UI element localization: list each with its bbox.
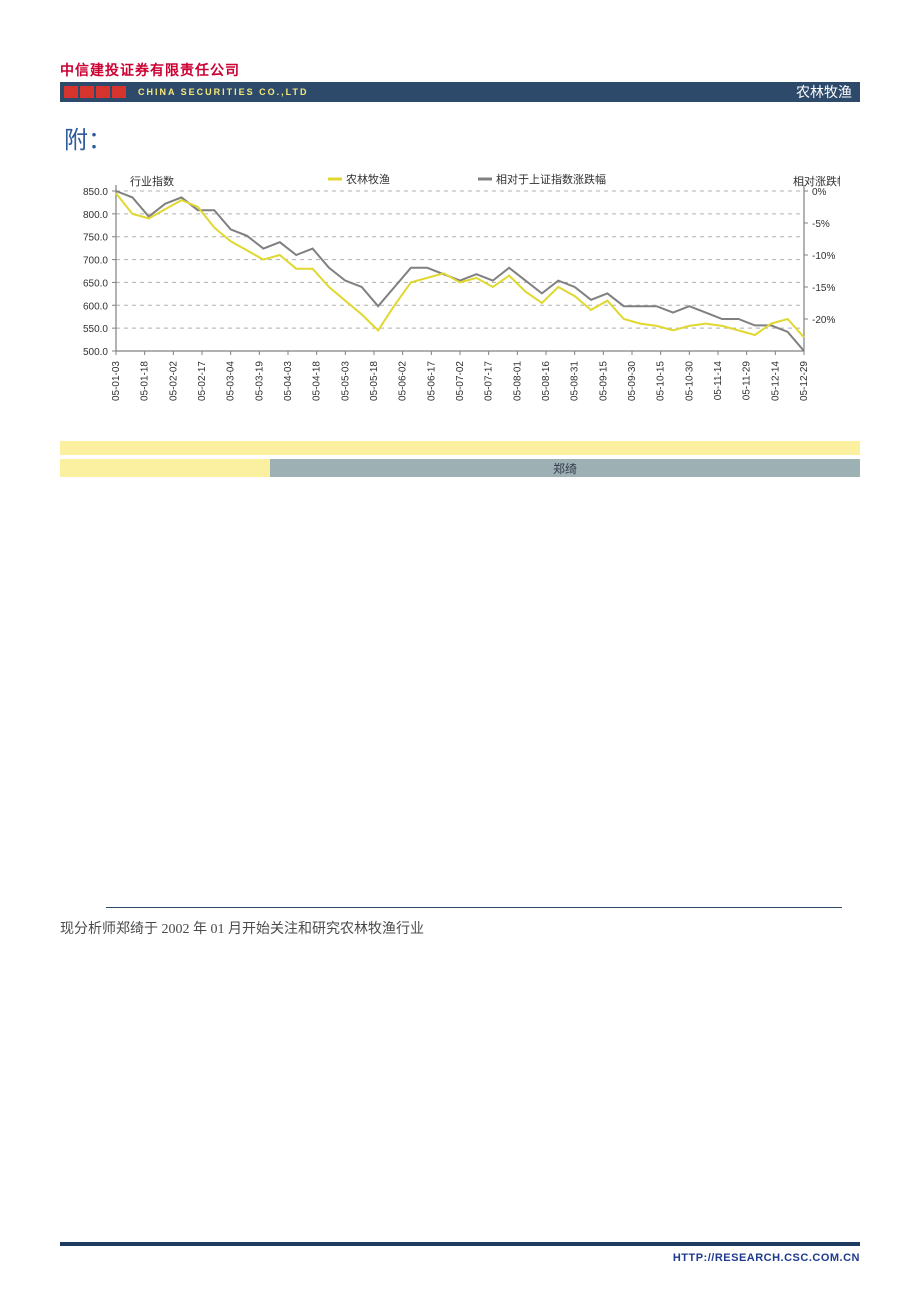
svg-text:05-02-02: 05-02-02	[168, 361, 179, 401]
header-bar: CHINA SECURITIES CO.,LTD 农林牧渔	[60, 82, 860, 102]
svg-text:05-08-31: 05-08-31	[570, 361, 581, 401]
footnote-text: 现分析师郑绮于 2002 年 01 月开始关注和研究农林牧渔行业	[60, 918, 860, 938]
svg-text:05-04-03: 05-04-03	[283, 361, 294, 401]
svg-text:05-12-14: 05-12-14	[770, 361, 781, 401]
section-title: 附：	[64, 120, 860, 155]
svg-text:05-12-29: 05-12-29	[799, 361, 810, 401]
svg-text:750.0: 750.0	[83, 233, 108, 244]
footer-rule	[60, 1242, 860, 1246]
svg-text:05-01-03: 05-01-03	[111, 361, 122, 401]
company-name-en: CHINA SECURITIES CO.,LTD	[138, 87, 309, 97]
author-name: 郑绮	[270, 459, 860, 477]
svg-text:550.0: 550.0	[83, 324, 108, 335]
svg-text:650.0: 650.0	[83, 278, 108, 289]
svg-text:05-09-15: 05-09-15	[598, 361, 609, 401]
svg-text:05-11-29: 05-11-29	[742, 361, 753, 401]
footnote-divider	[106, 907, 842, 908]
industry-index-chart: 500.0 550.0 600.0 650.0 700.0 750.0 800.0 850.0…	[60, 171, 860, 431]
svg-text:05-03-04: 05-03-04	[226, 361, 237, 401]
svg-text:05-10-30: 05-10-30	[684, 361, 695, 401]
svg-text:0%: 0%	[812, 187, 827, 198]
svg-text:05-06-17: 05-06-17	[426, 361, 437, 401]
company-name-cn: 中信建投证券有限责任公司	[60, 60, 860, 80]
svg-text:05-08-16: 05-08-16	[541, 361, 552, 401]
svg-text:05-07-02: 05-07-02	[455, 361, 466, 401]
logo-block: CHINA SECURITIES CO.,LTD	[60, 82, 309, 102]
author-row: 郑绮	[60, 459, 860, 477]
svg-text:农林牧渔: 农林牧渔	[346, 172, 390, 186]
svg-text:800.0: 800.0	[83, 210, 108, 221]
sector-label: 农林牧渔	[796, 82, 852, 102]
svg-text:-5%: -5%	[812, 219, 830, 230]
svg-text:行业指数: 行业指数	[130, 174, 174, 188]
page-footer: HTTP://RESEARCH.CSC.COM.CN	[60, 1242, 860, 1264]
svg-text:850.0: 850.0	[83, 187, 108, 198]
svg-text:05-05-18: 05-05-18	[369, 361, 380, 401]
svg-text:05-10-15: 05-10-15	[656, 361, 667, 401]
svg-text:-15%: -15%	[812, 283, 835, 294]
footer-url: HTTP://RESEARCH.CSC.COM.CN	[60, 1252, 860, 1264]
svg-text:05-02-17: 05-02-17	[197, 361, 208, 401]
author-left-cell	[60, 459, 270, 477]
svg-text:相对于上证指数涨跌幅: 相对于上证指数涨跌幅	[496, 172, 606, 186]
svg-text:05-03-19: 05-03-19	[254, 361, 265, 401]
svg-text:700.0: 700.0	[83, 256, 108, 267]
highlight-bar	[60, 441, 860, 455]
svg-text:05-06-02: 05-06-02	[398, 361, 409, 401]
svg-text:05-08-01: 05-08-01	[512, 361, 523, 401]
svg-text:500.0: 500.0	[83, 347, 108, 358]
citics-logo-icon	[60, 82, 130, 102]
svg-text:05-09-30: 05-09-30	[627, 361, 638, 401]
svg-text:相对涨跌幅: 相对涨跌幅	[793, 174, 840, 188]
svg-text:600.0: 600.0	[83, 301, 108, 312]
svg-text:-20%: -20%	[812, 315, 835, 326]
chart-svg: 500.0 550.0 600.0 650.0 700.0 750.0 800.0 850.0…	[60, 171, 840, 431]
svg-text:05-11-14: 05-11-14	[713, 361, 724, 401]
svg-text:05-07-17: 05-07-17	[484, 361, 495, 401]
svg-text:-10%: -10%	[812, 251, 835, 262]
svg-text:05-05-03: 05-05-03	[340, 361, 351, 401]
svg-text:05-04-18: 05-04-18	[312, 361, 323, 401]
svg-text:05-01-18: 05-01-18	[140, 361, 151, 401]
